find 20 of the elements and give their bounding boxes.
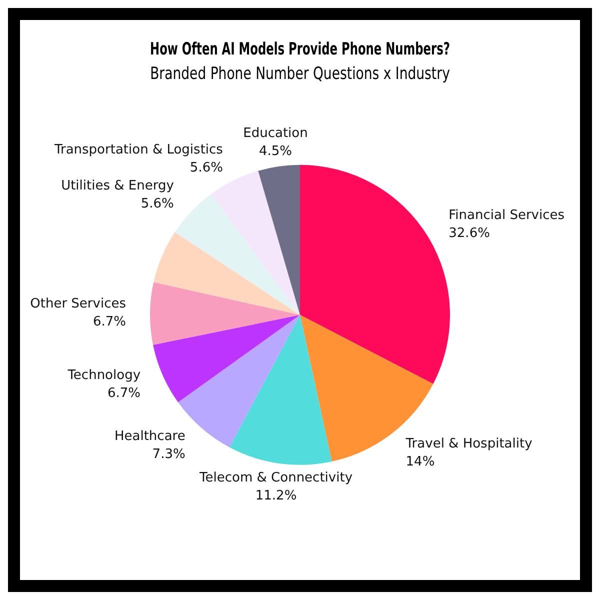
chart-subtitle: Branded Phone Number Questions x Industry bbox=[150, 63, 450, 84]
data-label: 11.2% bbox=[255, 488, 297, 504]
slice-label: Other Services bbox=[30, 296, 126, 312]
slice-label: Technology bbox=[66, 368, 141, 383]
slice-label: Financial Services bbox=[448, 208, 565, 223]
slice-label: Healthcare bbox=[114, 429, 186, 444]
data-label: 14% bbox=[406, 454, 435, 470]
data-label: 7.3% bbox=[152, 447, 186, 462]
slice-label: Utilities & Energy bbox=[61, 178, 174, 194]
data-label: 5.6% bbox=[140, 196, 174, 212]
chart-title: How Often AI Models Provide Phone Numbers? bbox=[150, 40, 450, 60]
slice-label: Transportation & Logistics bbox=[53, 142, 224, 158]
data-label: 6.7% bbox=[107, 386, 141, 401]
data-label: 32.6% bbox=[448, 226, 490, 241]
data-label: 5.6% bbox=[190, 160, 223, 176]
slice-label: Travel & Hospitality bbox=[404, 436, 533, 452]
data-label: 4.5% bbox=[258, 144, 292, 160]
slice-label: Education bbox=[243, 126, 308, 142]
slice-label: Telecom & Connectivity bbox=[198, 470, 353, 486]
data-label: 6.7% bbox=[92, 314, 126, 330]
